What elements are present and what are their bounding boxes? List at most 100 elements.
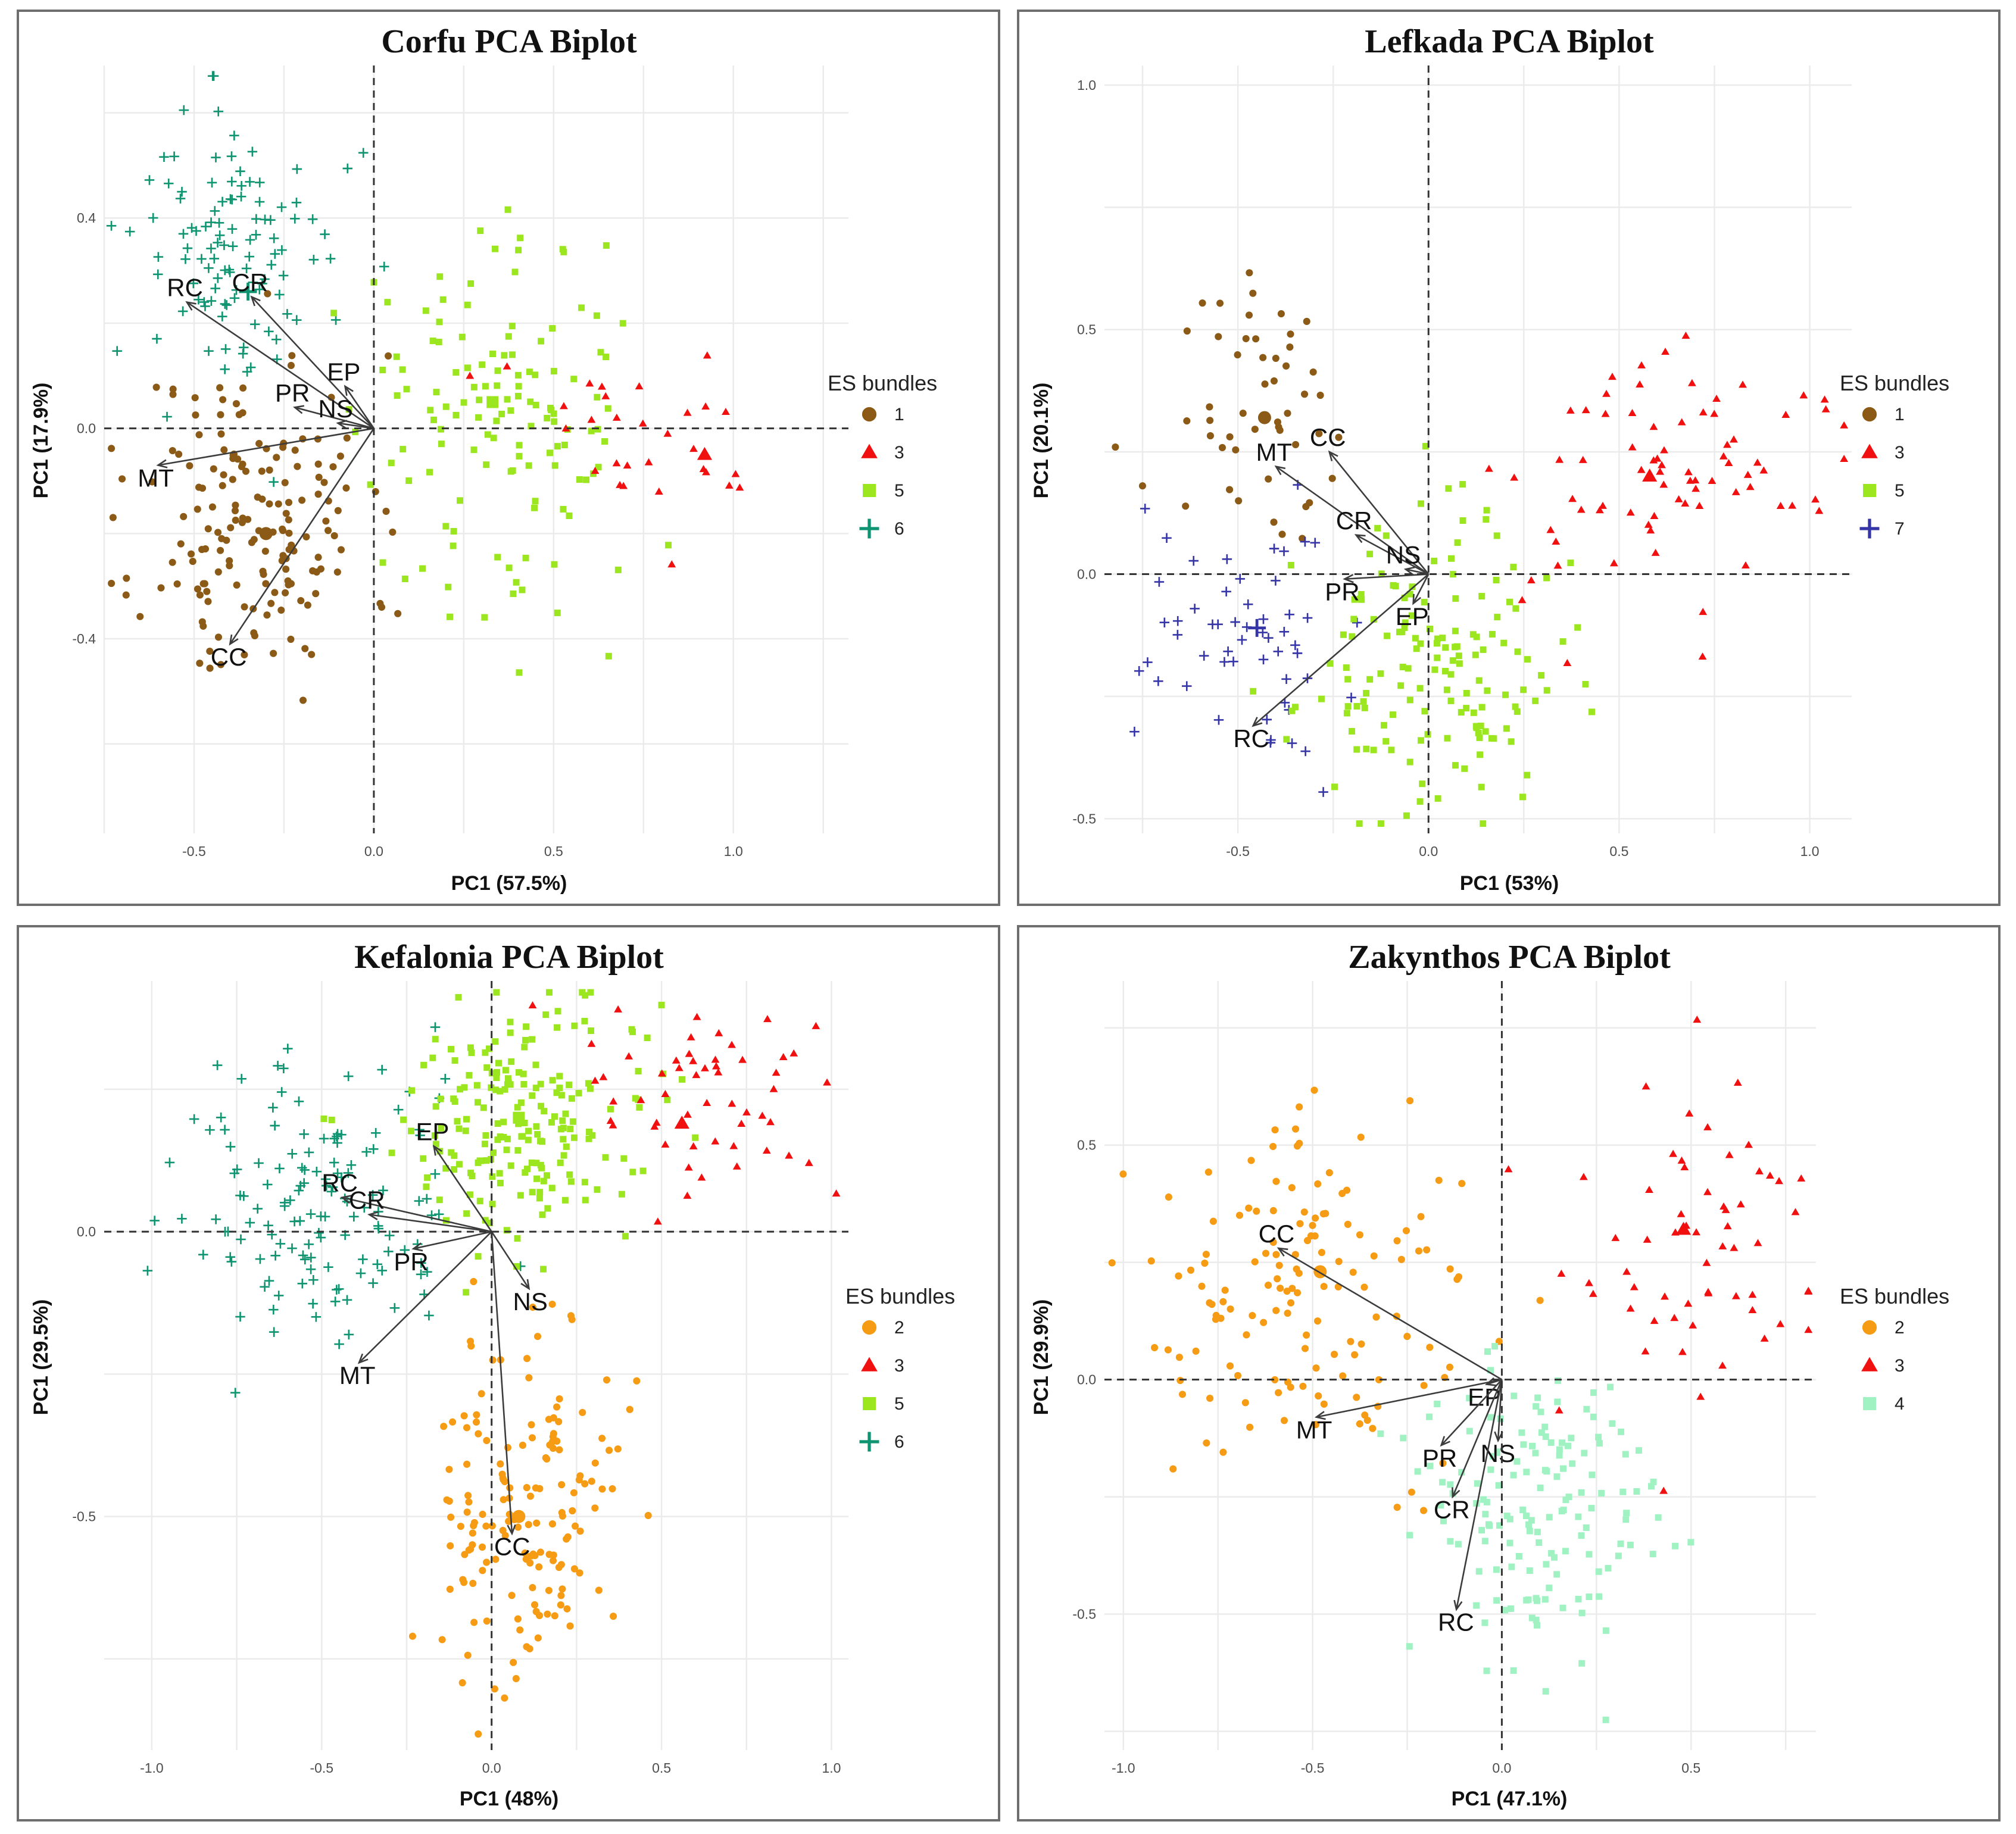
- data-point-bundle-5: [384, 299, 391, 306]
- data-point-bundle-1: [1300, 390, 1309, 398]
- data-point-bundle-3: [1723, 440, 1731, 448]
- data-point-bundle-4: [1473, 1602, 1480, 1609]
- data-point-bundle-5: [593, 312, 600, 319]
- data-point-bundle-3: [1649, 423, 1658, 430]
- data-point-bundle-3: [1693, 1016, 1702, 1023]
- data-point-bundle-4: [1493, 1448, 1500, 1455]
- data-point-bundle-3: [1563, 658, 1572, 666]
- data-point-bundle-5: [379, 559, 386, 566]
- data-point-bundle-1: [282, 565, 290, 573]
- data-point-bundle-2: [1293, 1289, 1302, 1296]
- data-point-bundle-5: [1401, 624, 1408, 632]
- data-point-bundle-3: [737, 1120, 746, 1127]
- data-point-bundle-5: [586, 1129, 593, 1136]
- data-point-bundle-5: [457, 1086, 464, 1093]
- data-point-bundle-1: [315, 473, 323, 481]
- data-point-bundle-2: [1360, 1283, 1368, 1291]
- data-point-bundle-3: [1748, 1291, 1757, 1298]
- data-point-bundle-1: [198, 618, 206, 626]
- data-point-bundle-6: [344, 1329, 354, 1340]
- data-point-bundle-5: [1363, 690, 1370, 697]
- data-point-bundle-5: [500, 1133, 507, 1141]
- data-point-bundle-5: [532, 1061, 539, 1068]
- data-point-bundle-5: [537, 1138, 544, 1145]
- data-point-bundle-5: [1416, 798, 1424, 805]
- data-point-bundle-6: [204, 263, 214, 273]
- data-point-bundle-5: [561, 1196, 569, 1204]
- data-point-bundle-4: [1565, 1494, 1572, 1501]
- data-point-bundle-6: [206, 296, 217, 306]
- data-point-bundle-2: [1393, 1504, 1401, 1511]
- data-point-bundle-5: [514, 1235, 521, 1242]
- data-point-bundle-6: [238, 348, 248, 359]
- data-point-bundle-6: [269, 1327, 279, 1337]
- data-point-bundle-7: [1237, 635, 1247, 645]
- data-point-bundle-3: [1626, 508, 1635, 516]
- data-point-bundle-2: [463, 1460, 471, 1468]
- data-point-bundle-5: [1353, 746, 1360, 753]
- data-point-bundle-1: [186, 462, 194, 470]
- x-axis-title: PC1 (47.1%): [1452, 1788, 1568, 1810]
- kefalonia-data-points: [142, 989, 841, 1738]
- data-point-bundle-3: [1656, 467, 1665, 475]
- data-point-bundle-2: [569, 1507, 576, 1515]
- data-point-bundle-5: [1478, 593, 1486, 600]
- data-point-bundle-6: [414, 1196, 425, 1206]
- data-point-bundle-6: [270, 1120, 280, 1131]
- data-point-bundle-2: [1175, 1354, 1183, 1361]
- data-point-bundle-5: [551, 1113, 558, 1120]
- data-point-bundle-7: [1262, 714, 1272, 725]
- data-point-bundle-2: [491, 1685, 498, 1693]
- data-point-bundle-6: [332, 1285, 342, 1295]
- data-point-bundle-2: [458, 1679, 466, 1686]
- data-point-bundle-2: [1293, 1142, 1301, 1150]
- data-point-bundle-4: [1506, 1539, 1513, 1546]
- data-point-bundle-2: [1269, 1238, 1277, 1246]
- data-point-bundle-2: [528, 1434, 536, 1442]
- data-point-bundle-5: [507, 1018, 514, 1026]
- loading-vector-cc: [491, 1232, 513, 1534]
- data-point-bundle-2: [546, 1441, 554, 1449]
- data-point-bundle-7: [1300, 746, 1310, 757]
- data-point-bundle-3: [585, 379, 594, 387]
- data-point-bundle-2: [1315, 1392, 1322, 1400]
- data-point-bundle-5: [1343, 710, 1350, 717]
- data-point-bundle-2: [1241, 1399, 1249, 1407]
- centroid-bundle-2: [512, 1510, 526, 1523]
- data-point-bundle-2: [475, 1430, 482, 1438]
- data-point-bundle-4: [1583, 1524, 1590, 1531]
- loading-vector-rc: [1455, 1379, 1503, 1610]
- data-point-bundle-2: [499, 1474, 507, 1482]
- centroid-bundle-1: [259, 527, 273, 540]
- data-point-bundle-1: [342, 484, 350, 492]
- data-point-bundle-6: [393, 1104, 404, 1115]
- data-point-bundle-6: [266, 260, 277, 270]
- data-point-bundle-6: [329, 1157, 339, 1168]
- data-point-bundle-3: [1681, 332, 1690, 339]
- data-point-bundle-5: [482, 1217, 489, 1224]
- loading-vector-cc: [229, 427, 375, 645]
- data-point-bundle-5: [1445, 485, 1452, 492]
- data-point-bundle-1: [195, 431, 203, 439]
- data-point-bundle-3: [703, 1098, 711, 1106]
- data-point-bundle-1: [238, 463, 246, 471]
- data-point-bundle-6: [213, 238, 223, 248]
- data-point-bundle-5: [1396, 629, 1403, 636]
- data-point-bundle-2: [1293, 1265, 1300, 1273]
- data-point-bundle-2: [1212, 1316, 1219, 1323]
- data-point-bundle-1: [285, 499, 293, 507]
- data-point-bundle-1: [317, 565, 324, 573]
- y-tick-label: -0.5: [1072, 811, 1096, 826]
- data-point-bundle-5: [494, 554, 501, 561]
- data-point-bundle-5: [491, 245, 498, 252]
- data-point-bundle-5: [517, 1099, 525, 1106]
- loading-vector-rc: [186, 301, 375, 429]
- data-point-bundle-1: [1226, 486, 1234, 493]
- data-point-bundle-3: [1725, 1151, 1734, 1158]
- data-point-bundle-4: [1548, 1549, 1555, 1557]
- data-point-bundle-1: [1249, 289, 1257, 297]
- data-point-bundle-5: [436, 1148, 444, 1155]
- data-point-bundle-2: [553, 1438, 561, 1445]
- data-point-bundle-6: [226, 151, 237, 161]
- data-point-bundle-5: [483, 461, 490, 468]
